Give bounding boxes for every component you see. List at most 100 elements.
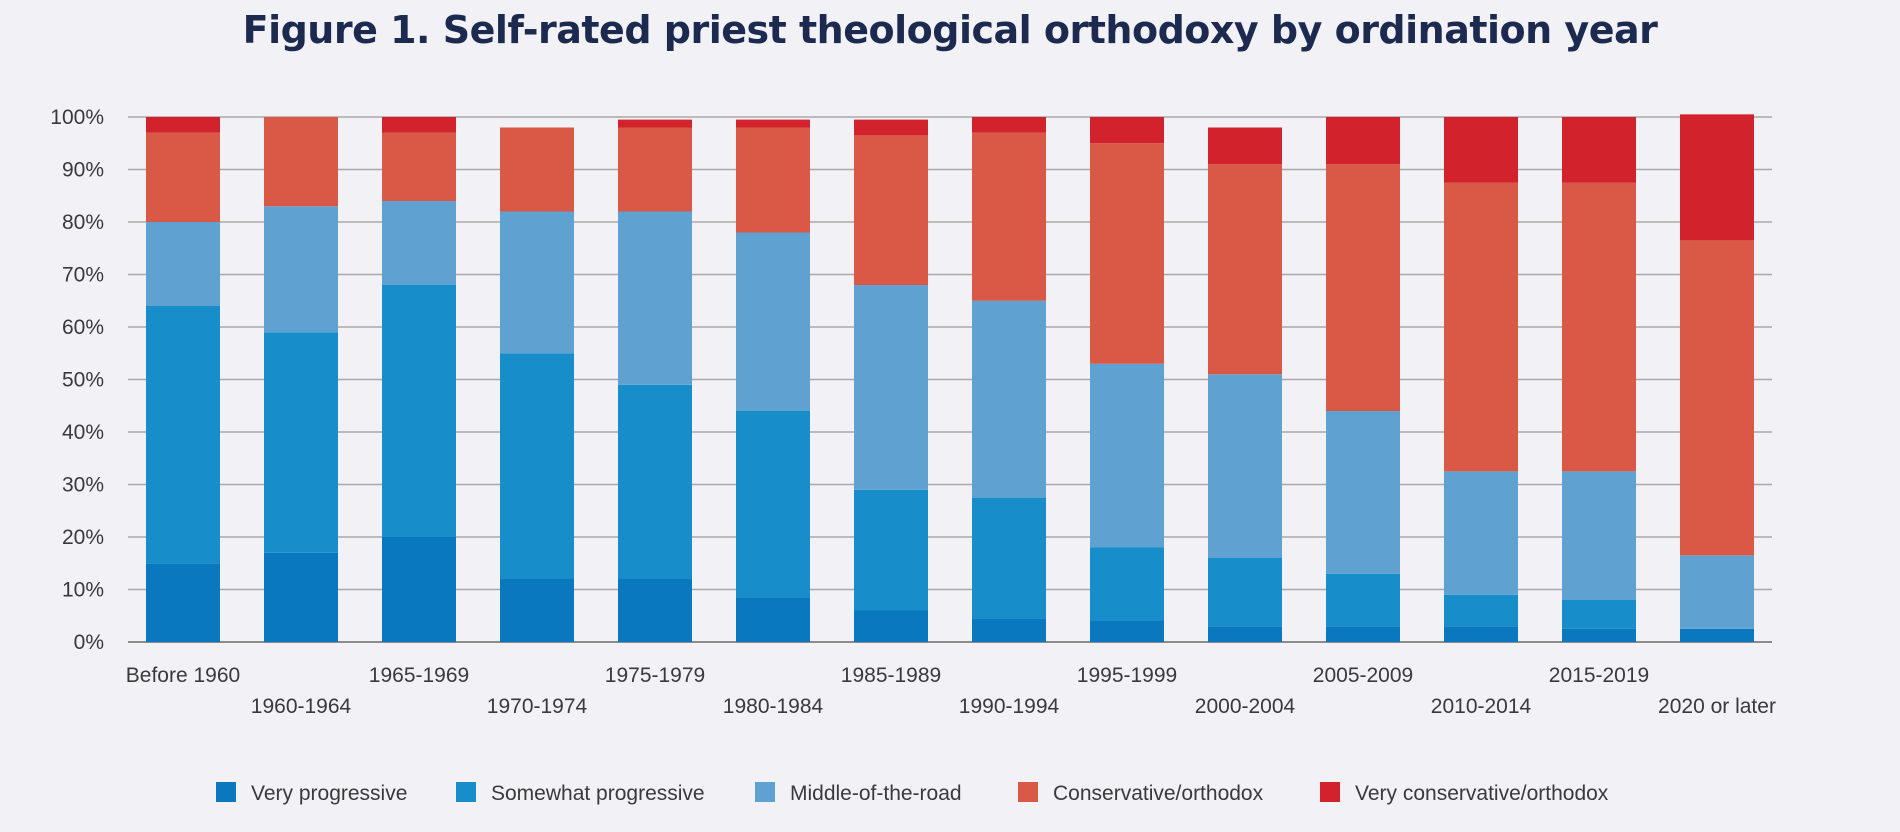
bar-segment: [146, 306, 220, 564]
bar-segment: [854, 285, 928, 490]
bar-segment: [736, 411, 810, 598]
bar-segment: [1326, 626, 1400, 642]
bar-segment: [618, 127, 692, 212]
bar-segment: [736, 119, 810, 128]
legend-item: Conservative/orthodox: [1018, 782, 1264, 805]
legend-item: Very conservative/orthodox: [1320, 782, 1609, 805]
legend-swatch: [1018, 782, 1038, 802]
bar-stack: [736, 119, 810, 642]
legend-swatch: [216, 782, 236, 802]
bar-segment: [264, 206, 338, 333]
y-tick-label: 80%: [62, 211, 104, 234]
legend-item: Middle-of-the-road: [755, 782, 962, 805]
bar-segment: [1090, 621, 1164, 642]
bar-segment: [382, 201, 456, 285]
bar-segment: [736, 127, 810, 233]
bar-segment: [1208, 374, 1282, 558]
bar-segment: [1562, 600, 1636, 629]
y-tick-label: 50%: [62, 369, 104, 392]
bar-segment: [1090, 117, 1164, 144]
bar-segment: [146, 563, 220, 642]
bar-segment: [1208, 164, 1282, 375]
bar-segment: [618, 119, 692, 128]
bar-segment: [1562, 182, 1636, 472]
bar-segment: [1326, 411, 1400, 574]
x-tick-label: 1965-1969: [369, 664, 469, 687]
x-tick-label: 1975-1979: [605, 664, 705, 687]
y-tick-label: 90%: [62, 159, 104, 182]
bar-segment: [1562, 117, 1636, 183]
bar-segment: [146, 132, 220, 222]
bar-segment: [1444, 594, 1518, 627]
x-tick-label: 1985-1989: [841, 664, 941, 687]
y-tick-label: 60%: [62, 316, 104, 339]
bar-stack: [972, 117, 1046, 642]
bar-segment: [1208, 558, 1282, 627]
legend-label: Middle-of-the-road: [790, 782, 962, 805]
bar-stack: [1090, 117, 1164, 642]
bar-segment: [854, 119, 928, 136]
bar-segment: [972, 132, 1046, 301]
legend-label: Very conservative/orthodox: [1355, 782, 1609, 805]
bar-segment: [264, 332, 338, 553]
bar-segment: [854, 135, 928, 285]
bar-segment: [1444, 626, 1518, 642]
bar-stack: [1326, 117, 1400, 642]
x-tick-label: 1995-1999: [1077, 664, 1177, 687]
bar-stack: [1444, 117, 1518, 642]
bar-segment: [1090, 547, 1164, 621]
bar-segment: [1562, 628, 1636, 642]
bar-stack: [1562, 117, 1636, 642]
bar-stack: [146, 117, 220, 642]
bar-segment: [1208, 127, 1282, 165]
bar-stacks: [146, 114, 1754, 642]
bar-segment: [618, 384, 692, 579]
legend-item: Very progressive: [216, 782, 407, 805]
bar-segment: [1680, 114, 1754, 241]
bar-segment: [972, 300, 1046, 498]
chart-title: Figure 1. Self-rated priest theological …: [242, 8, 1658, 52]
legend: Very progressive Somewhat progressive Midd…: [216, 782, 1609, 805]
bar-segment: [1562, 471, 1636, 600]
bar-segment: [1326, 573, 1400, 627]
bar-segment: [1208, 626, 1282, 642]
axis-labels: 0% 10% 20% 30% 40% 50% 60% 70% 80% 90% 100% Before …: [50, 106, 1776, 718]
bar-segment: [1090, 143, 1164, 364]
y-tick-label: 20%: [62, 526, 104, 549]
bar-segment: [972, 117, 1046, 133]
y-tick-label: 70%: [62, 264, 104, 287]
bar-segment: [1444, 471, 1518, 595]
bar-stack: [500, 127, 574, 642]
bar-segment: [500, 579, 574, 642]
bar-segment: [618, 579, 692, 642]
bar-segment: [382, 285, 456, 537]
y-tick-label: 30%: [62, 474, 104, 497]
y-tick-label: 100%: [50, 106, 104, 129]
bar-stack: [854, 119, 928, 642]
x-tick-label: 2020 or later: [1658, 695, 1776, 718]
bar-segment: [382, 117, 456, 133]
x-tick-label: 2005-2009: [1313, 664, 1413, 687]
bar-segment: [500, 353, 574, 579]
bar-stack: [1680, 114, 1754, 642]
bar-segment: [736, 232, 810, 411]
legend-swatch: [755, 782, 775, 802]
y-tick-label: 0%: [74, 631, 104, 654]
bar-segment: [382, 132, 456, 201]
legend-label: Somewhat progressive: [491, 782, 705, 805]
bar-stack: [618, 119, 692, 642]
bar-segment: [972, 497, 1046, 619]
bar-segment: [1326, 164, 1400, 411]
bar-segment: [854, 489, 928, 611]
bar-segment: [264, 117, 338, 207]
bar-segment: [500, 127, 574, 212]
bar-segment: [1326, 117, 1400, 165]
y-tick-label: 10%: [62, 579, 104, 602]
bar-segment: [1680, 628, 1754, 642]
bar-stack: [264, 117, 338, 642]
x-tick-label: 1970-1974: [487, 695, 588, 718]
bar-segment: [618, 211, 692, 385]
bar-segment: [146, 117, 220, 133]
bar-segment: [146, 222, 220, 306]
